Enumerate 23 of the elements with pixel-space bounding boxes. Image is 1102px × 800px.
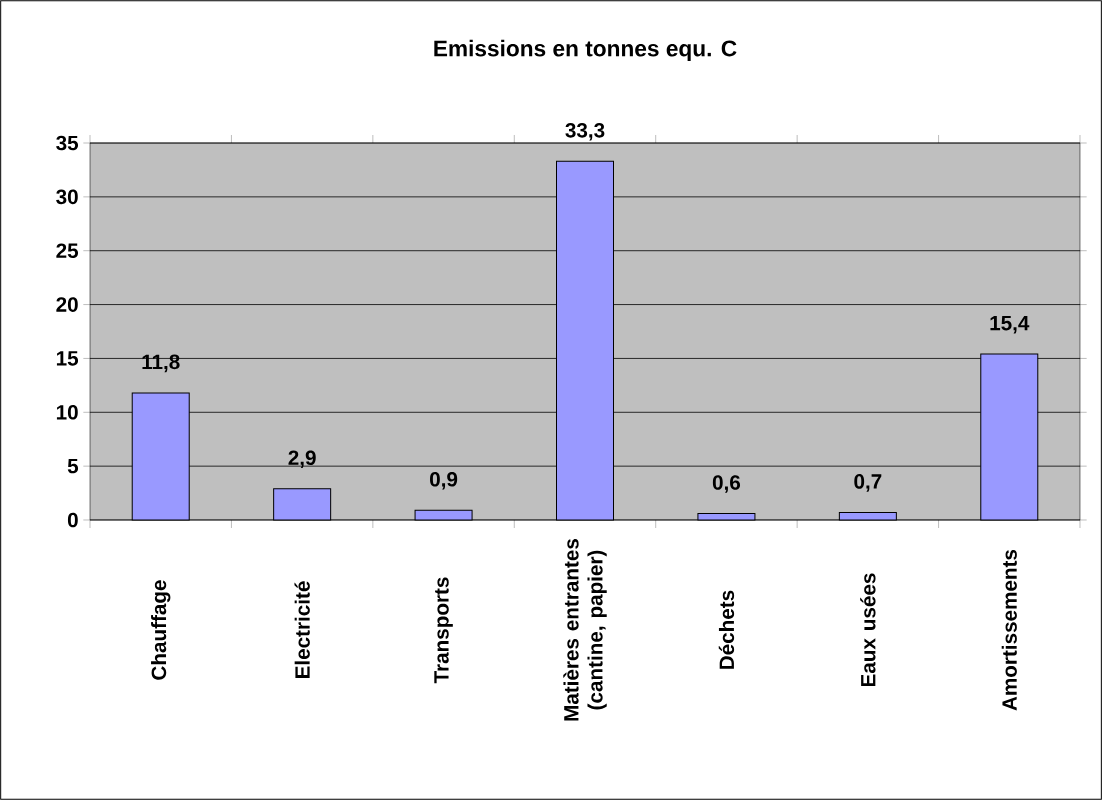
x-tick-label: Chauffage <box>151 580 171 680</box>
data-label: 0,7 <box>854 474 882 492</box>
x-tick-label: Déchets <box>718 590 735 669</box>
data-label: 11,8 <box>142 354 180 373</box>
y-tick-label: 0 <box>67 512 78 528</box>
y-tick-label: 5 <box>67 458 79 474</box>
data-label: 15,4 <box>990 315 1030 334</box>
data-label: 33,3 <box>565 122 605 141</box>
y-tick-label: 30 <box>56 189 78 205</box>
y-tick-label: 35 <box>56 135 79 151</box>
y-tick-label: 10 <box>56 404 78 420</box>
data-label: 0,9 <box>430 471 458 490</box>
y-tick-label: 15 <box>56 351 79 366</box>
y-tick-label: 20 <box>56 297 78 312</box>
chart-title: Emissions en tonnes equ. C <box>434 39 737 61</box>
x-tick-label: Amortissements <box>1001 549 1017 711</box>
x-tick-label: Electricité <box>294 581 310 679</box>
x-tick-label: Transports <box>434 577 453 684</box>
x-tick-label: Eaux usées <box>860 573 876 687</box>
x-tick-label: Matières entrantes (cantine, papier) <box>563 539 607 721</box>
data-label: 0,6 <box>712 475 741 493</box>
data-label: 2,9 <box>288 450 316 469</box>
y-tick-label: 25 <box>56 243 79 259</box>
